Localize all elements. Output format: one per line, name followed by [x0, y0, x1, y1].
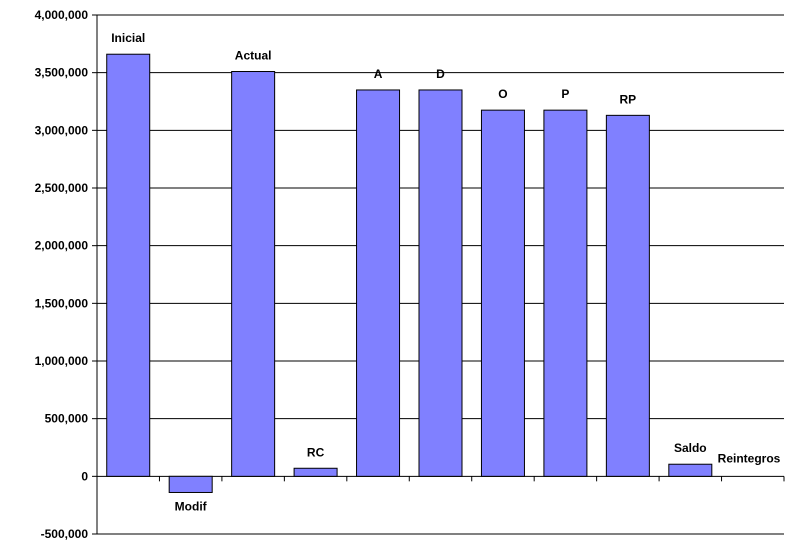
- bar-label-d: D: [436, 67, 445, 81]
- y-tick-label: 3,500,000: [35, 66, 89, 80]
- y-tick-label: 2,500,000: [35, 181, 89, 195]
- bar-rp: [605, 114, 650, 477]
- y-tick-label: 1,000,000: [35, 354, 89, 368]
- bar-label-modif: Modif: [175, 499, 208, 513]
- bar-p: [543, 109, 588, 477]
- y-tick-label: 500,000: [45, 412, 89, 426]
- bar-label-rc: RC: [307, 445, 325, 459]
- bar-label-actual: Actual: [235, 49, 272, 63]
- bar-d: [418, 89, 463, 477]
- bar-label-o: O: [498, 87, 507, 101]
- bar-inicial: [106, 53, 151, 477]
- y-tick-label: 0: [81, 469, 88, 483]
- bar-modif: [168, 475, 213, 493]
- bar-o: [480, 109, 525, 477]
- bar-rc: [293, 467, 338, 477]
- y-tick-label: 3,000,000: [35, 123, 89, 137]
- y-tick-label: -500,000: [41, 527, 89, 541]
- bar-actual: [231, 71, 276, 477]
- y-tick-label: 4,000,000: [35, 8, 89, 22]
- bars: [106, 53, 713, 493]
- bar-label-p: P: [561, 87, 569, 101]
- y-axis: 4,000,000 3,500,000 3,000,000 2,500,000 2,00…: [35, 8, 785, 541]
- data-labels: Inicial Modif Actual RC A D O P RP Saldo Reintegro…: [111, 31, 780, 513]
- bar-a: [356, 89, 401, 477]
- bar-label-a: A: [374, 67, 383, 81]
- y-tick-label: 2,000,000: [35, 239, 89, 253]
- y-tick-label: 1,500,000: [35, 296, 89, 310]
- bar-label-inicial: Inicial: [111, 31, 145, 45]
- bar-label-rp: RP: [620, 92, 637, 106]
- bar-saldo: [668, 463, 713, 477]
- bar-label-reintegros: Reintegros: [718, 451, 781, 465]
- bar-label-saldo: Saldo: [674, 441, 707, 455]
